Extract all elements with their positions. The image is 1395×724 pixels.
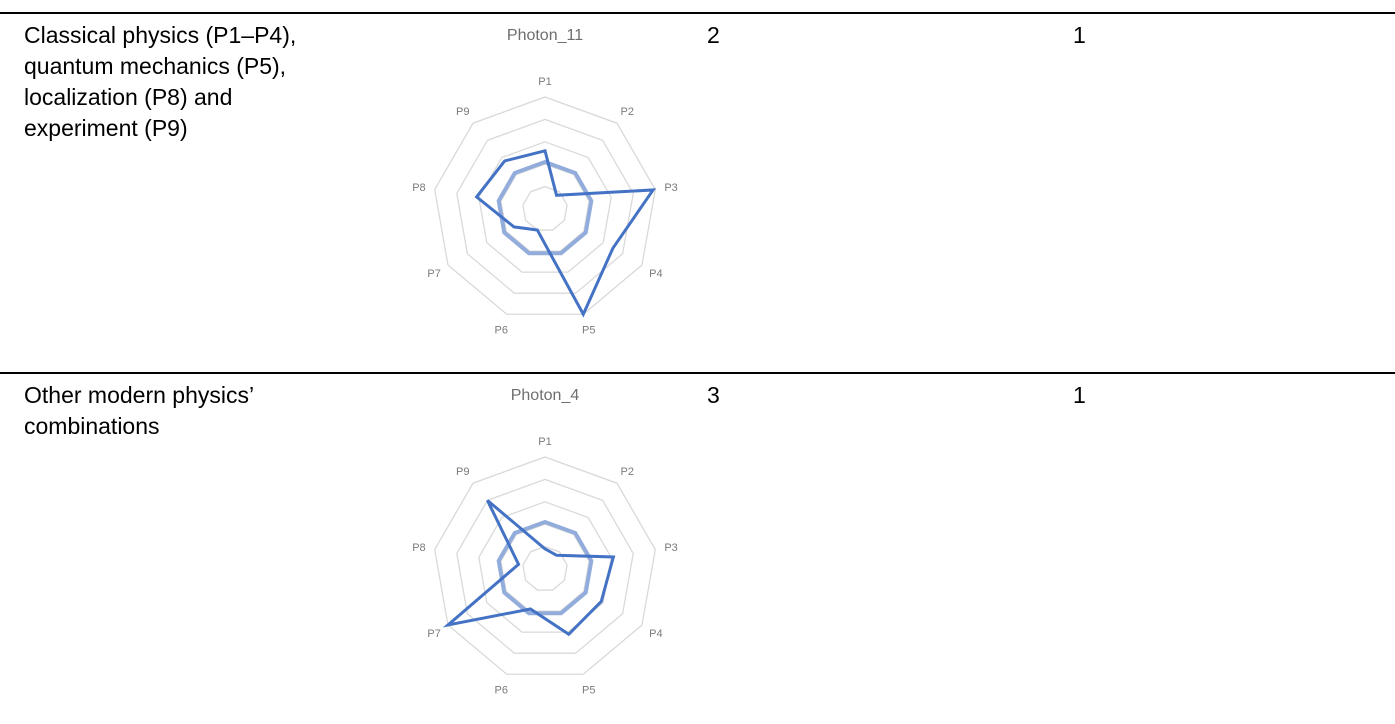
- axis-label-p8: P8: [412, 542, 425, 554]
- axis-label-p2: P2: [621, 466, 634, 478]
- grid-ring: [500, 163, 590, 252]
- row-description: Other modern physics’ combinations: [24, 382, 254, 439]
- axis-label-p1: P1: [538, 76, 551, 88]
- axis-label-p9: P9: [456, 466, 469, 478]
- axis-label-p6: P6: [494, 324, 507, 336]
- chart-title: Photon_11: [507, 27, 583, 44]
- radar-chart-photon-4: Photon_4 P1 P2 P3 P4 P5 P6 P7 P8 P9: [412, 387, 678, 696]
- axis-label-p7: P7: [427, 268, 440, 280]
- grid-ring: [478, 501, 612, 633]
- series-line-1: [442, 499, 616, 637]
- table-top-rule: [0, 12, 1395, 14]
- grid-ring: [522, 185, 568, 231]
- table-row-rule: [0, 372, 1395, 374]
- radar-chart-photon-11: Photon_11 P1 P2 P3 P4 P5 P6 P7 P8 P9: [412, 27, 678, 336]
- grid-ring: [522, 545, 568, 591]
- axis-label-p3: P3: [664, 182, 677, 194]
- chart-title: Photon_4: [511, 387, 580, 404]
- axis-label-p4: P4: [649, 268, 662, 280]
- grid-ring: [500, 523, 590, 612]
- axis-label-p6: P6: [494, 684, 507, 696]
- row-value-col3: 3: [707, 382, 720, 408]
- row-description: Classical physics (P1–P4), quantum mecha…: [24, 22, 297, 141]
- row-value-col4: 1: [1073, 22, 1086, 48]
- axis-label-p3: P3: [664, 542, 677, 554]
- axis-label-p9: P9: [456, 106, 469, 118]
- grid-ring: [434, 96, 656, 315]
- row-value-col4: 1: [1073, 382, 1086, 408]
- axis-label-p8: P8: [412, 182, 425, 194]
- table-row: Other modern physics’ combinations Photo…: [0, 374, 1395, 724]
- axis-label-p5: P5: [582, 684, 595, 696]
- series-line-2: [496, 519, 594, 616]
- axis-label-p4: P4: [649, 628, 662, 640]
- series-line-1: [474, 148, 657, 318]
- axis-label-p5: P5: [582, 324, 595, 336]
- grid-ring: [434, 456, 656, 675]
- grid-ring: [456, 118, 634, 294]
- row-value-col3: 2: [707, 22, 720, 48]
- axis-label-p7: P7: [427, 628, 440, 640]
- series-line-2: [496, 159, 594, 256]
- axis-label-p2: P2: [621, 106, 634, 118]
- grid-ring: [456, 478, 634, 654]
- table-row: Classical physics (P1–P4), quantum mecha…: [0, 14, 1395, 372]
- axis-label-p1: P1: [538, 436, 551, 448]
